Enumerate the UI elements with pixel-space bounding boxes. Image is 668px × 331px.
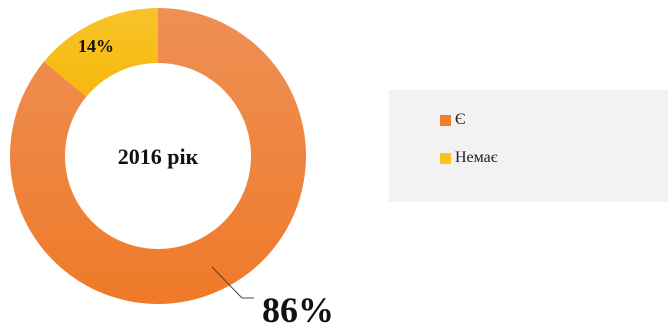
legend-item-nemaie: Немає: [440, 149, 498, 167]
slice-label-14: 14%: [78, 36, 114, 56]
chart-legend: Є Немає: [389, 90, 668, 202]
legend-label-ye: Є: [455, 111, 466, 128]
center-label: 2016 рік: [118, 144, 199, 169]
legend-swatch-ye: [440, 114, 451, 126]
legend-label-nemaie: Немає: [455, 149, 498, 166]
legend-swatch-nemaie: [440, 152, 451, 164]
donut-slice-ye: [10, 8, 307, 304]
donut-slices: [10, 8, 307, 304]
legend-item-ye: Є: [440, 111, 466, 129]
donut-slice-nemaie: [43, 8, 159, 97]
slice-label-86: 86%: [262, 290, 334, 330]
leader-line: [211, 266, 243, 299]
